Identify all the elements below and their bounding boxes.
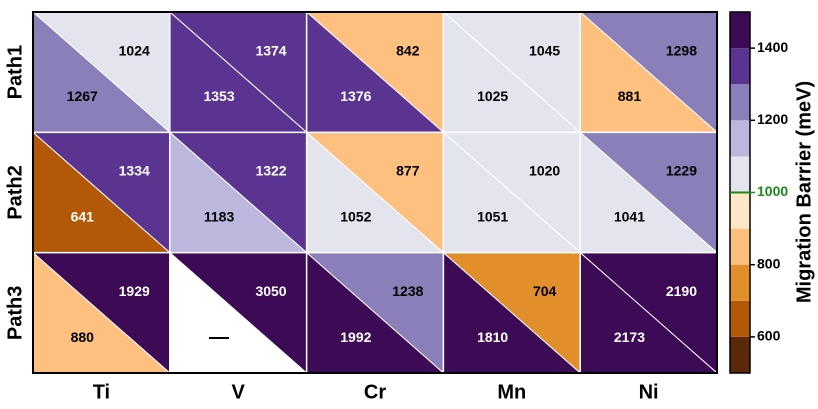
x-tick-label: Cr [364, 381, 386, 403]
lower-value-label: — [209, 326, 229, 348]
x-tick-label: Ni [639, 381, 659, 403]
upper-value-label: 1374 [255, 42, 286, 58]
upper-value-label: 1045 [529, 42, 560, 58]
y-tick-label: Path2 [4, 165, 26, 219]
lower-value-label: 641 [71, 208, 95, 224]
upper-value-label: 1322 [255, 163, 286, 179]
upper-value-label: 1229 [666, 163, 697, 179]
colorbar-segment [730, 12, 750, 49]
colorbar-segment [730, 120, 750, 157]
upper-value-label: 2190 [666, 283, 697, 299]
upper-value-label: 1020 [529, 163, 560, 179]
colorbar-tick-label: 1200 [757, 111, 788, 127]
colorbar-label: Migration Barrier (meV) [793, 81, 815, 303]
lower-value-label: 881 [618, 88, 642, 104]
lower-value-label: 1267 [67, 88, 98, 104]
x-tick-label: Ti [93, 381, 110, 403]
upper-value-label: 1298 [666, 42, 697, 58]
lower-value-label: 1353 [203, 88, 234, 104]
colorbar-segment [730, 156, 750, 193]
lower-value-label: 1052 [340, 208, 371, 224]
y-tick-label: Path3 [4, 286, 26, 340]
upper-value-label: 877 [396, 163, 420, 179]
heatmap-frame [32, 11, 718, 374]
colorbar-segment [730, 228, 750, 265]
lower-value-label: 1025 [477, 88, 508, 104]
lower-value-label: 1051 [477, 208, 508, 224]
upper-value-label: 704 [533, 283, 557, 299]
colorbar-segment [730, 84, 750, 121]
lower-value-label: 1810 [477, 329, 508, 345]
y-tick-label: Path1 [4, 45, 26, 99]
upper-value-label: 1334 [119, 163, 150, 179]
x-tick-label: V [232, 381, 246, 403]
x-tick-label: Mn [497, 381, 526, 403]
upper-value-label: 3050 [255, 283, 286, 299]
colorbar-segment [730, 300, 750, 337]
lower-value-label: 1041 [614, 208, 645, 224]
colorbar-tick-label: 1400 [757, 39, 788, 55]
upper-value-label: 842 [396, 42, 420, 58]
upper-value-label: 1238 [392, 283, 423, 299]
colorbar-tick-label: 800 [757, 255, 781, 271]
upper-value-label: 1024 [119, 42, 150, 58]
colorbar-segment [730, 48, 750, 85]
colorbar-tick-label: 1000 [757, 183, 788, 199]
lower-value-label: 1376 [340, 88, 371, 104]
lower-value-label: 1992 [340, 329, 371, 345]
colorbar-segment [730, 192, 750, 229]
upper-value-label: 1929 [119, 283, 150, 299]
colorbar-tick-label: 600 [757, 328, 781, 344]
colorbar-segment [730, 264, 750, 301]
lower-value-label: 2173 [614, 329, 645, 345]
lower-value-label: 1183 [204, 208, 235, 224]
lower-value-label: 880 [71, 329, 95, 345]
colorbar-segment [730, 336, 750, 373]
